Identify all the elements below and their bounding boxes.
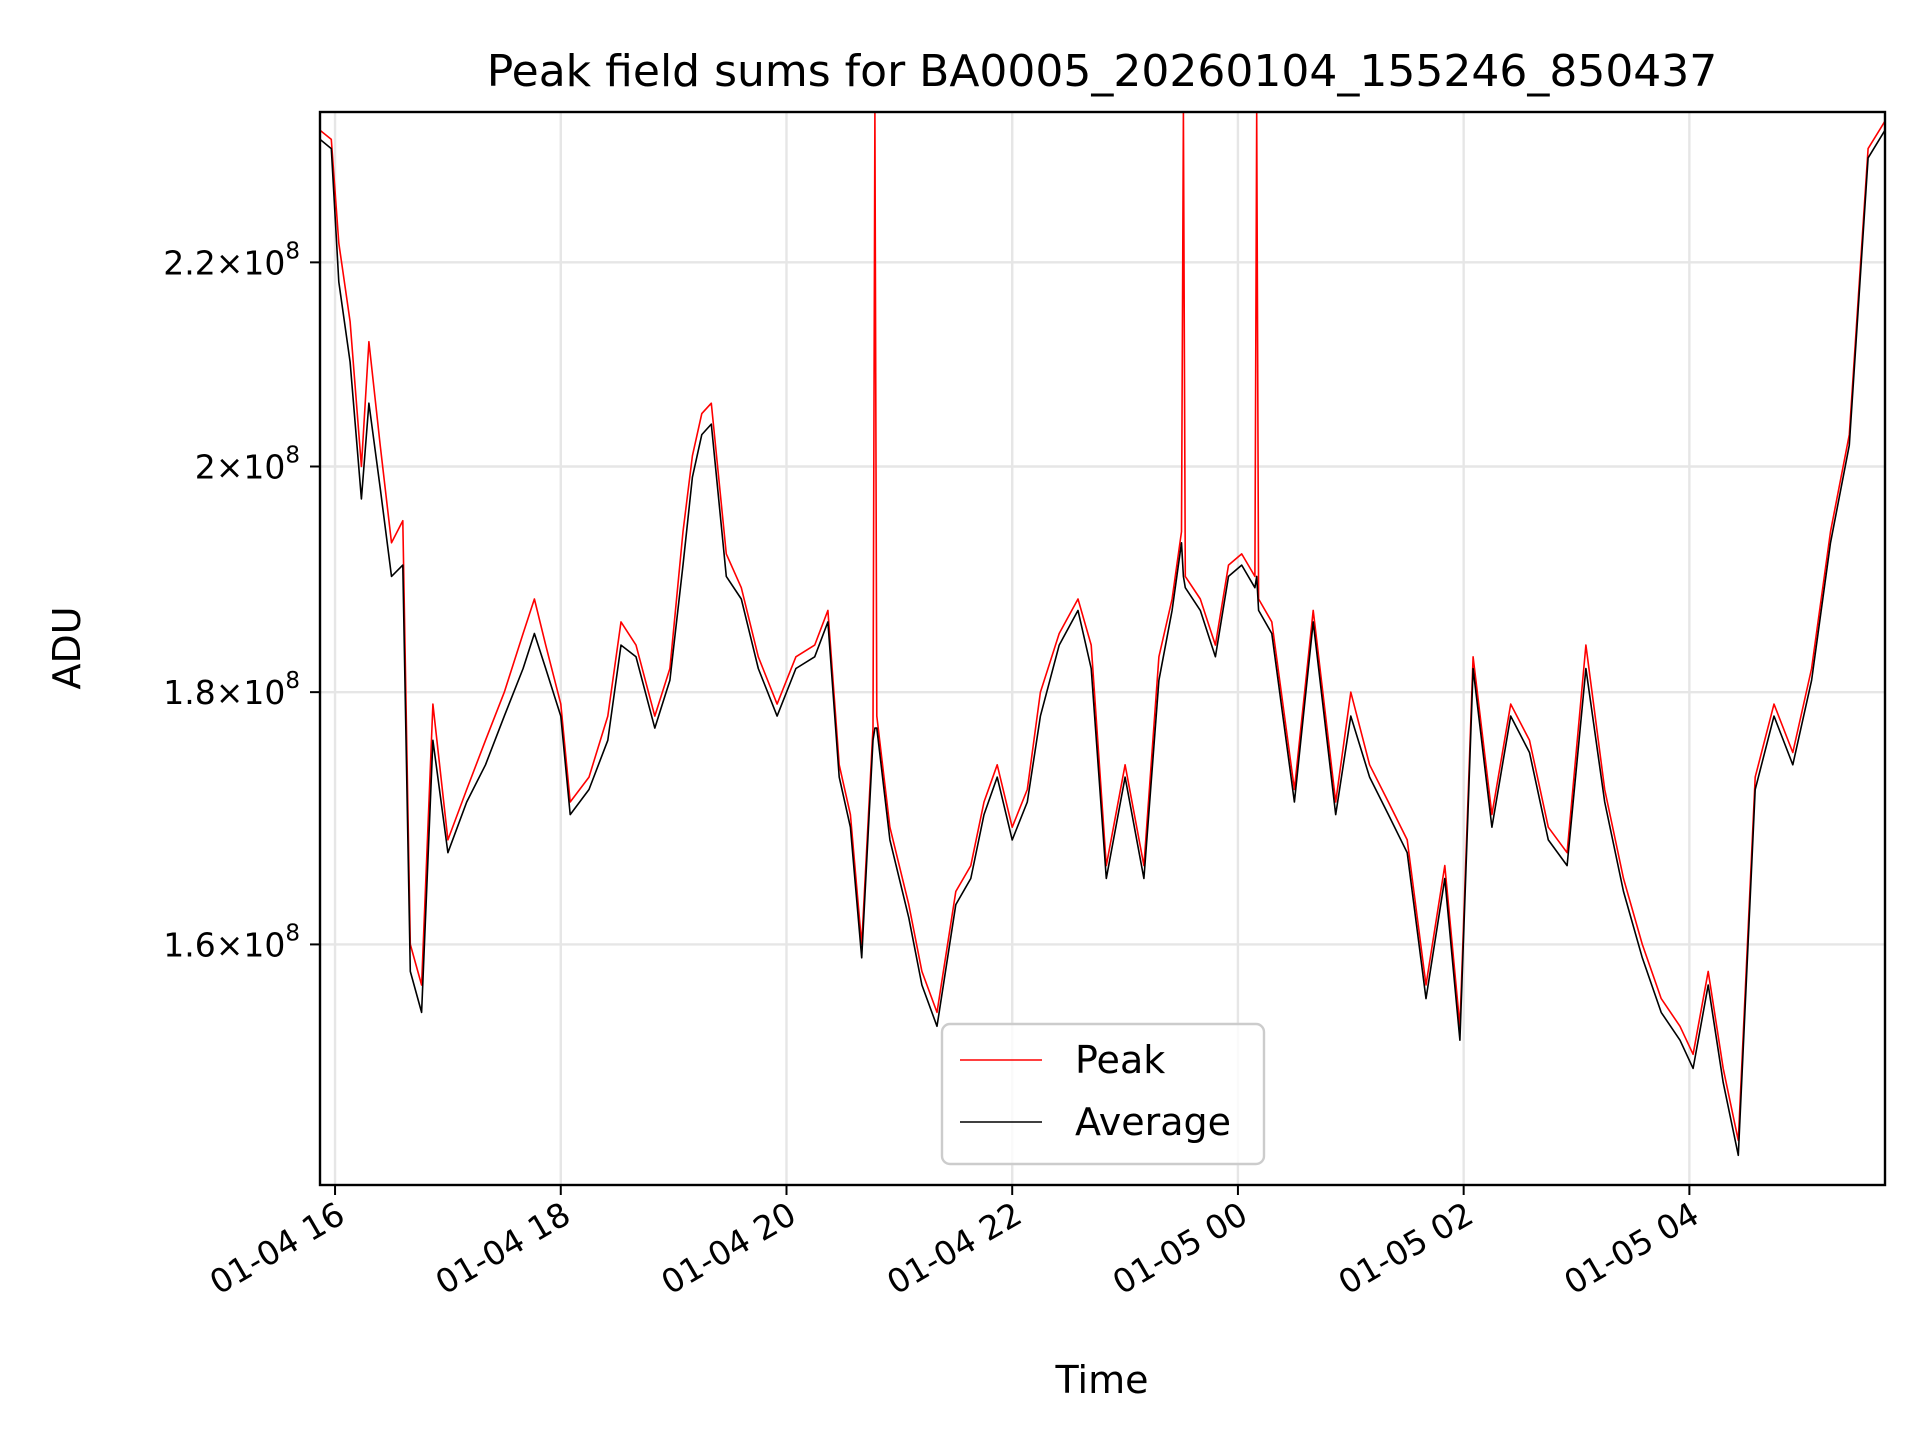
y-tick-exponent: 8 (285, 238, 300, 264)
y-axis-label: ADU (45, 606, 89, 689)
y-tick-times-ten: ×10 (216, 447, 286, 486)
grid-lines (320, 112, 1885, 1185)
y-tick-exponent: 8 (285, 668, 300, 694)
y-tick-mantissa: 2.2 (163, 243, 215, 282)
y-tick-label: 1.6×108 (163, 920, 300, 964)
series-line-average (320, 129, 1885, 1157)
legend-box (940, 1022, 1266, 1166)
plot-area-frame (318, 110, 1887, 1187)
y-tick-exponent: 8 (285, 442, 300, 468)
series-layer (320, 112, 1885, 1157)
legend-label-peak: Peak (1075, 1038, 1165, 1082)
y-tick-exponent: 8 (285, 920, 300, 946)
y-tick-mantissa: 1.6 (163, 925, 215, 964)
legend-label-average: Average (1075, 1100, 1231, 1144)
y-tick-times-ten: ×10 (216, 925, 286, 964)
y-tick-mantissa: 2 (195, 447, 216, 486)
legend: Peak Average (940, 1022, 1266, 1166)
y-tick-label: 2×108 (195, 442, 300, 486)
chart-title: Peak field sums for BA0005_20260104_1552… (487, 46, 1718, 97)
y-tick-label: 1.8×108 (163, 668, 300, 712)
y-tick-times-ten: ×10 (216, 673, 286, 712)
x-axis-label: Time (1055, 1358, 1149, 1402)
series-line-peak (320, 112, 1885, 1142)
y-tick-times-ten: ×10 (216, 243, 286, 282)
y-tick-mantissa: 1.8 (163, 673, 215, 712)
y-tick-label: 2.2×108 (163, 238, 300, 282)
